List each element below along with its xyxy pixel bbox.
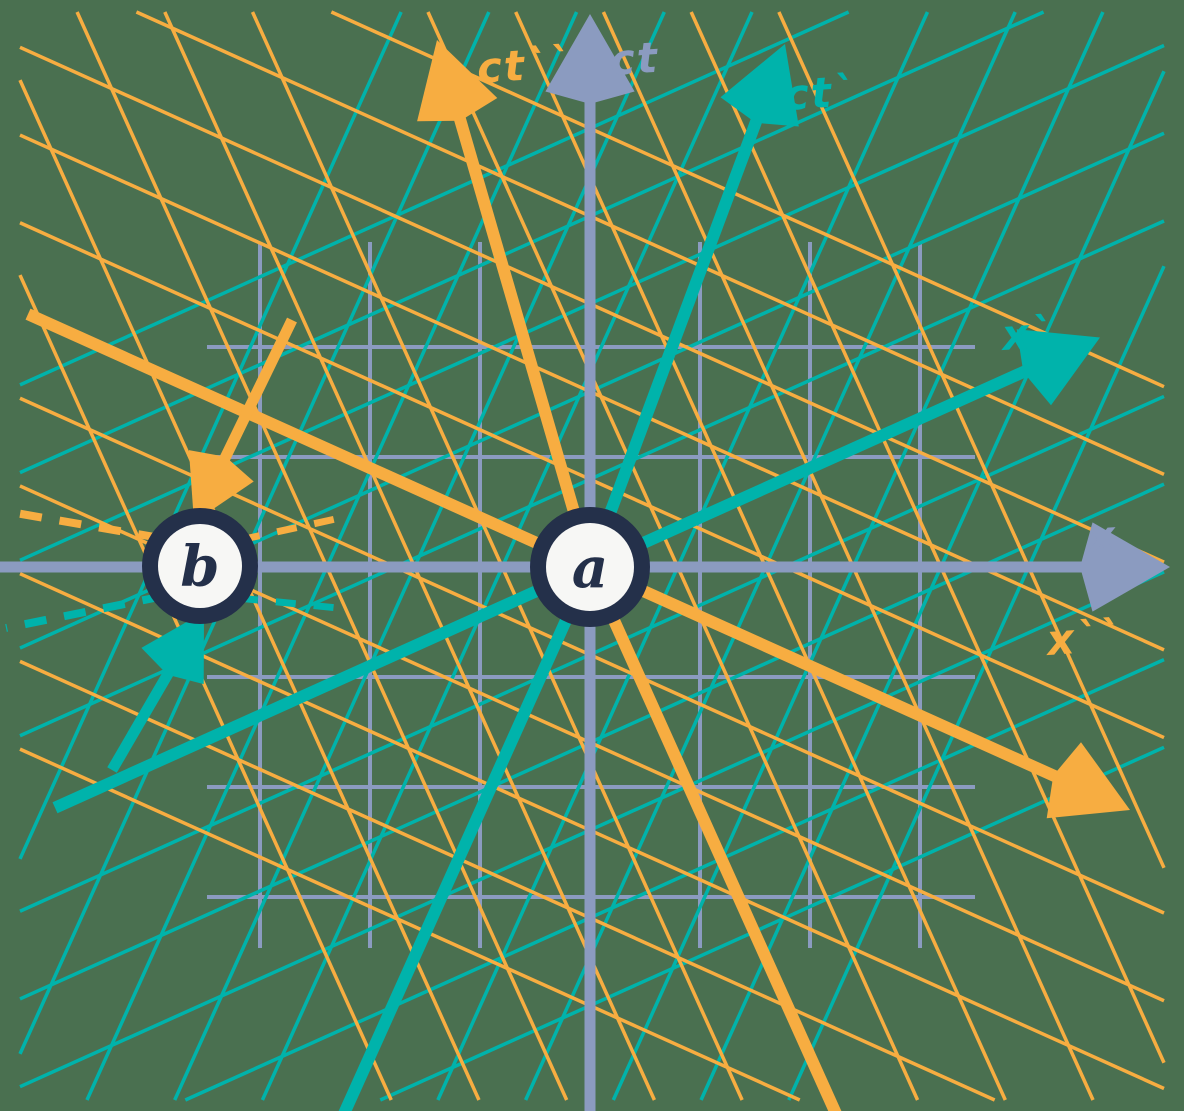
grid-line-double-primed-time-line (163, 11, 656, 1101)
grid-line-double-primed-time-line (250, 11, 744, 1101)
grid-line-double-primed-time-line (18, 274, 393, 1101)
axis-ct-prime-shaft (584, 82, 776, 570)
axis-ct-head (545, 14, 635, 104)
axis-ct-prime-head (720, 44, 799, 127)
connector-orange-arrow-to-b-head (188, 450, 254, 522)
axis-ct-double-prime-head (417, 40, 498, 122)
grid-line-primed-time-line (85, 11, 579, 1101)
grid-line-primed-space-line (379, 745, 1165, 1102)
axes-double-primed-frame (25, 40, 1130, 1111)
event-markers: ab (142, 507, 650, 627)
axis-label-ct-double-prime: ct`` (475, 37, 573, 93)
axis-label-group: ct`` ct ct` x` x x`` (475, 33, 1123, 665)
axis-label-ct: ct (608, 33, 660, 85)
event-ring-b (142, 508, 258, 624)
grid-line-primed-space-line (19, 10, 850, 387)
axis-x-double-prime-shaft (587, 561, 1093, 798)
axis-x-double-prime-head (1046, 742, 1130, 819)
axis-x-head (1080, 522, 1170, 612)
grid-line-primed-time-line (699, 70, 1166, 1101)
event-disc-a (546, 523, 634, 611)
axis-label-x-double-prime: x`` (1043, 611, 1123, 665)
grid-line-double-primed-time-line (689, 11, 1166, 1064)
grid-line-primed-time-line (611, 11, 1105, 1101)
event-connectors (5, 317, 341, 773)
connector-orange-dashed-right (239, 514, 341, 544)
grid-line-primed-time-line (18, 11, 491, 1055)
event-label-a: a (572, 535, 608, 601)
axis-x-prime-shaft (587, 349, 1063, 573)
connector-orange-dashed-simultaneity (9, 508, 161, 542)
grid-line-double-primed-time-line (75, 11, 569, 1101)
grid-line-primed-time-line (18, 11, 403, 860)
axes-rest-frame (0, 14, 1170, 1111)
axis-ct-double-prime-shaft (443, 80, 596, 569)
axis-ct-prime-lower (338, 564, 596, 1111)
axes-primed-frame (52, 44, 1100, 1111)
connector-teal-dashed-right (237, 594, 339, 612)
grid-line-primed-time-line (260, 11, 754, 1101)
grid-line-double-primed-time-line (426, 11, 920, 1101)
grid-line-double-primed-time-line (777, 11, 1166, 869)
event-disc-b (158, 524, 242, 608)
axis-label-ct-prime: ct` (782, 66, 857, 120)
axis-ct-double-prime-lower (584, 564, 842, 1111)
event-marker-a[interactable]: a (530, 507, 650, 627)
grid-line-double-primed-time-line (601, 11, 1095, 1101)
grid-line-double-primed-space-line (135, 10, 1165, 476)
axis-label-x: x (1084, 511, 1118, 562)
event-marker-b[interactable]: b (142, 508, 258, 624)
axis-x-double-prime-left (25, 308, 593, 573)
connector-teal-arrow-to-b-head (141, 612, 204, 685)
grid-line-primed-time-line (524, 11, 1017, 1101)
axis-x-prime-left (52, 561, 593, 814)
axis-x-prime-head (1016, 329, 1100, 406)
axis-label-x-prime: x` (998, 307, 1055, 360)
grid-line-primed-time-line (436, 11, 930, 1101)
event-ring-a (530, 507, 650, 627)
grid-line-primed-time-line (787, 265, 1166, 1101)
event-label-b: b (180, 534, 219, 600)
connector-teal-dashed-simultaneity (5, 592, 165, 632)
grid-line-double-primed-space-line (19, 659, 996, 1102)
grid-line-double-primed-space-line (19, 747, 801, 1102)
grid-line-primed-space-line (184, 658, 1165, 1102)
